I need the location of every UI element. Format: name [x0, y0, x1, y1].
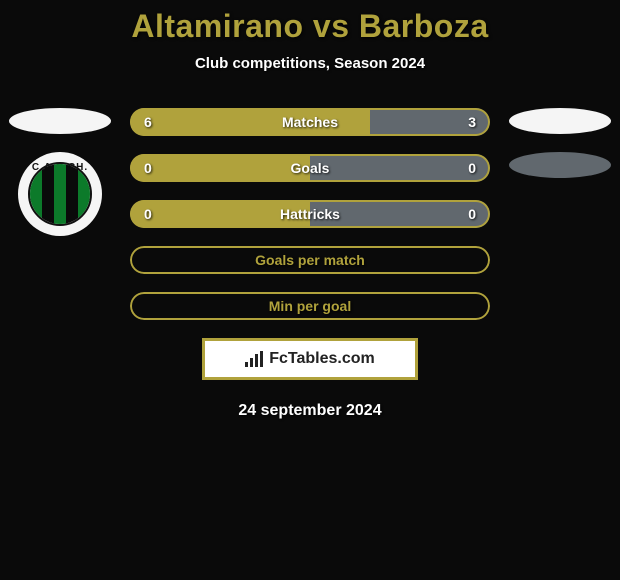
bar-label: Matches [130, 108, 490, 136]
left-team-ellipse [9, 108, 111, 134]
date-text: 24 september 2024 [0, 402, 620, 420]
infographic-root: Altamirano vs Barboza Club competitions,… [0, 0, 620, 420]
bar-label: Goals [130, 154, 490, 182]
left-team-col: C.A.N.CH. [0, 108, 120, 236]
bar-value-right: 0 [468, 154, 476, 182]
stat-bars: Matches63Goals00Hattricks00Goals per mat… [130, 108, 490, 320]
stat-bar-goals-per-match: Goals per match [130, 246, 490, 274]
watermark: FcTables.com [202, 338, 418, 380]
stat-bar-min-per-goal: Min per goal [130, 292, 490, 320]
bar-value-left: 6 [144, 108, 152, 136]
bar-value-left: 0 [144, 200, 152, 228]
bar-label: Goals per match [130, 246, 490, 274]
stat-bar-goals: Goals0 0 [130, 154, 490, 182]
page-title: Altamirano vs Barboza [0, 8, 620, 45]
bar-value-right: 0 [468, 200, 476, 228]
bar-value-left: 0 [144, 154, 152, 182]
subtitle: Club competitions, Season 2024 [0, 55, 620, 72]
bar-chart-icon [245, 351, 263, 367]
bar-value-right: 3 [468, 108, 476, 136]
right-team-ellipse-1 [509, 108, 611, 134]
right-team-col [500, 108, 620, 178]
stat-bar-hattricks: Hattricks0 0 [130, 200, 490, 228]
crest-stripes [28, 162, 92, 226]
right-team-ellipse-2 [509, 152, 611, 178]
watermark-text: FcTables.com [269, 350, 375, 368]
stat-bar-matches: Matches6 3 [130, 108, 490, 136]
bar-label: Hattricks [130, 200, 490, 228]
comparison-grid: C.A.N.CH. Matches63Goals00Hattricks00Goa… [0, 108, 620, 320]
bar-label: Min per goal [130, 292, 490, 320]
left-team-crest: C.A.N.CH. [18, 152, 102, 236]
